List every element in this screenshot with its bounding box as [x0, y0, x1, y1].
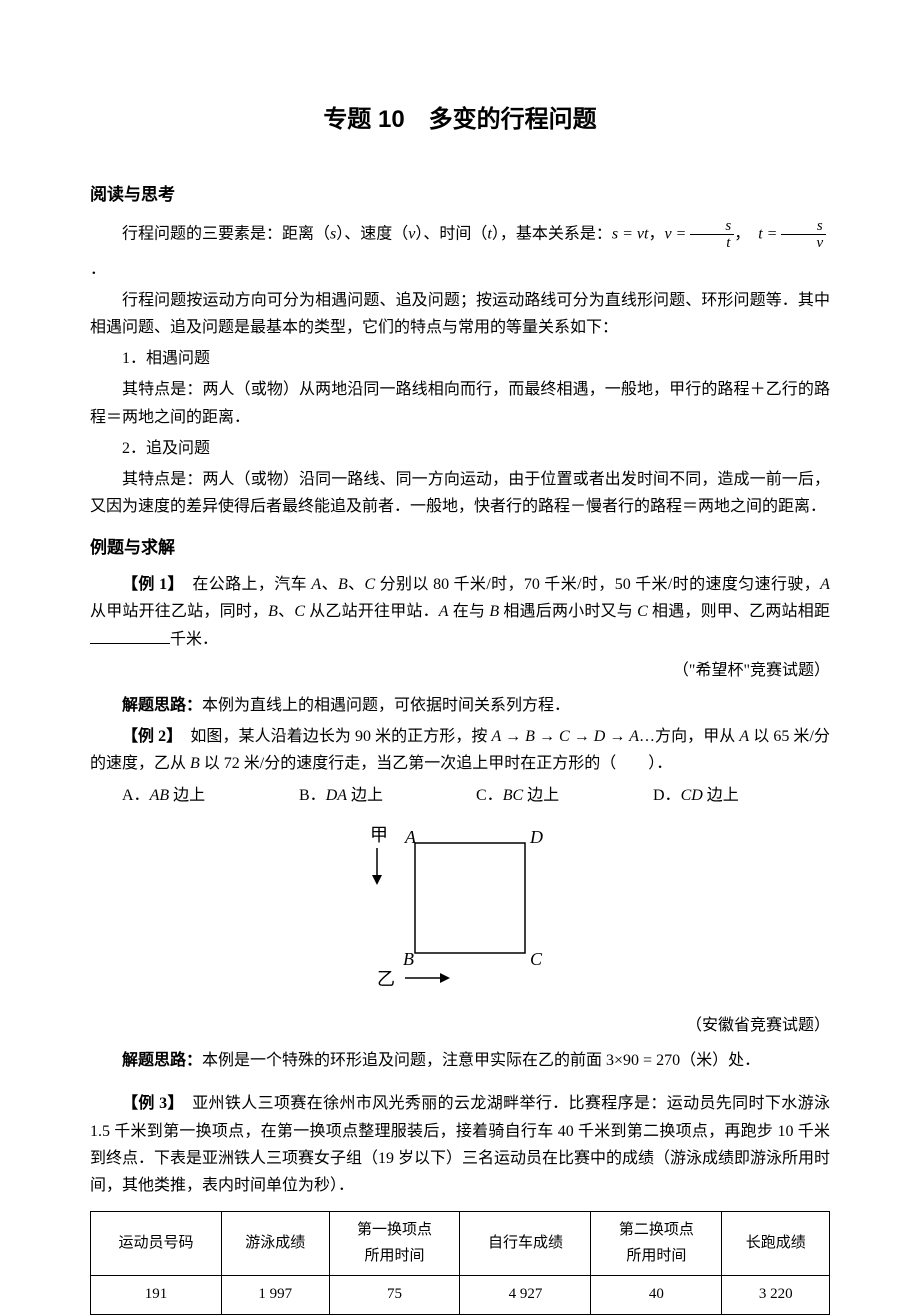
para-basics-end: ． [90, 256, 830, 283]
blank-answer [90, 628, 170, 644]
label-yi: 乙 [377, 969, 395, 989]
label-jia: 甲 [370, 825, 388, 845]
option-b: B．DA 边上 [299, 782, 476, 809]
option-d: D．CD 边上 [653, 782, 830, 809]
label-D: D [529, 827, 543, 847]
example-2-options: A．AB 边上 B．DA 边上 C．BC 边上 D．CD 边上 [122, 782, 830, 809]
example-2: 【例 2】 如图，某人沿着边长为 90 米的正方形，按 A → B → C → … [90, 723, 830, 777]
table-row: 191 1 997 75 4 927 40 3 220 [91, 1276, 830, 1315]
th-swim: 游泳成绩 [221, 1212, 329, 1276]
example-3: 【例 3】 亚州铁人三项赛在徐州市风光秀丽的云龙湖畔举行．比赛程序是：运动员先同… [90, 1090, 830, 1199]
examples-header: 例题与求解 [90, 534, 830, 563]
reading-header: 阅读与思考 [90, 181, 830, 210]
para-meet-body: 其特点是：两人（或物）从两地沿同一路线相向而行，而最终相遇，一般地，甲行的路程＋… [90, 376, 830, 430]
para-chase-title: 2．追及问题 [90, 435, 830, 462]
example-1-source: （"希望杯"竞赛试题） [90, 657, 830, 684]
example-2-source: （安徽省竞赛试题） [90, 1012, 830, 1039]
table-header-row: 运动员号码 游泳成绩 第一换项点 所用时间 自行车成绩 第二换项点 所用时间 长… [91, 1212, 830, 1276]
para-meet-title: 1．相遇问题 [90, 345, 830, 372]
para-classify: 行程问题按运动方向可分为相遇问题、追及问题；按运动路线可分为直线形问题、环形问题… [90, 287, 830, 341]
example-1: 【例 1】 在公路上，汽车 A、B、C 分别以 80 千米/时，70 千米/时，… [90, 571, 830, 653]
th-bike: 自行车成绩 [460, 1212, 591, 1276]
label-C: C [530, 949, 543, 969]
results-table: 运动员号码 游泳成绩 第一换项点 所用时间 自行车成绩 第二换项点 所用时间 长… [90, 1211, 830, 1315]
label-A: A [404, 827, 417, 847]
th-t2: 第二换项点 所用时间 [591, 1212, 722, 1276]
example-1-hint: 解题思路：本例为直线上的相遇问题，可依据时间关系列方程． [90, 692, 830, 719]
example-2-hint: 解题思路：本例是一个特殊的环形追及问题，注意甲实际在乙的前面 3×90 = 27… [90, 1047, 830, 1074]
option-a: A．AB 边上 [122, 782, 299, 809]
para-chase-body: 其特点是：两人（或物）沿同一路线、同一方向运动，由于位置或者出发时间不同，造成一… [90, 466, 830, 520]
label-B: B [403, 949, 414, 969]
square-figure: A D B C 甲 乙 [90, 823, 830, 1002]
th-run: 长跑成绩 [722, 1212, 830, 1276]
para-basics: 行程问题的三要素是：距离（s）、速度（v）、时间（t），基本关系是：s = vt… [90, 218, 830, 252]
option-c: C．BC 边上 [476, 782, 653, 809]
th-id: 运动员号码 [91, 1212, 222, 1276]
th-t1: 第一换项点 所用时间 [329, 1212, 460, 1276]
page-title: 专题 10 多变的行程问题 [90, 100, 830, 141]
